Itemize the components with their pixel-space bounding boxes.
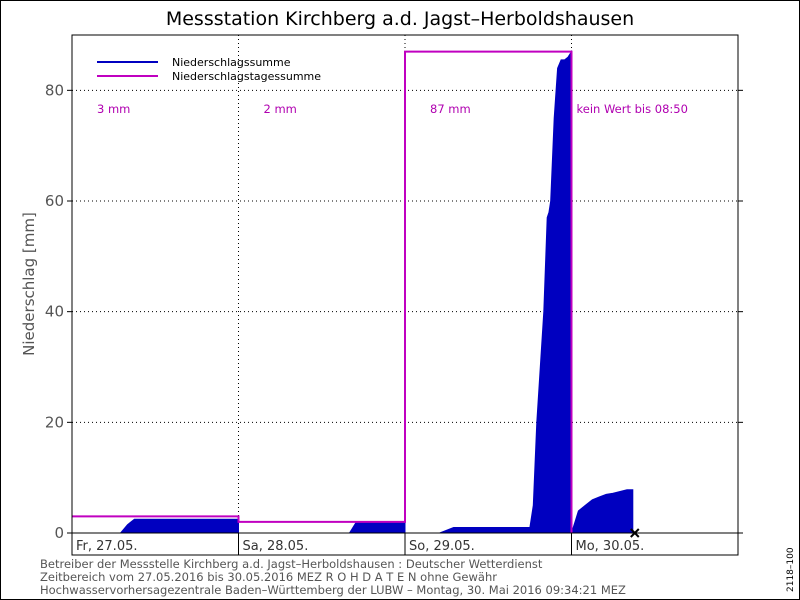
daily-total-label-3: 87 mm — [430, 102, 471, 116]
no-data-marker — [630, 528, 640, 538]
legend: Niederschlagssumme Niederschlagstagessum… — [97, 56, 321, 83]
y-tick-label-60: 60 — [45, 192, 64, 210]
footer-time-range: Zeitbereich vom 27.05.2016 bis 30.05.201… — [40, 570, 497, 584]
x-day-label-4: Mo, 30.05. — [576, 539, 645, 554]
x-day-label-1: Fr, 27.05. — [76, 539, 138, 554]
area-segment-day-1 — [72, 518, 239, 534]
plot-area: 0 20 40 60 80 Fr, 27.05. Sa, 28.05. So, 29.05.… — [45, 34, 743, 556]
x-axis-day-labels: Fr, 27.05. Sa, 28.05. So, 29.05. Mo, 30.05. — [76, 539, 644, 554]
no-data-cross — [630, 528, 640, 538]
daily-total-label-1: 3 mm — [97, 102, 130, 116]
area-segment-day-4 — [570, 489, 634, 534]
legend-label-niederschlagstagessumme: Niederschlagstagessumme — [172, 70, 321, 83]
legend-label-niederschlagssumme: Niederschlagssumme — [172, 56, 291, 69]
footer: Betreiber der Messstelle Kirchberg a.d. … — [40, 557, 626, 597]
area-segment-day-3 — [405, 49, 572, 534]
y-tick-label-80: 80 — [45, 81, 64, 99]
y-tick-label-40: 40 — [45, 303, 64, 321]
y-tick-label-20: 20 — [45, 413, 64, 431]
footer-publisher: Hochwasservorhersagezentrale Baden–Württ… — [40, 583, 626, 597]
y-axis-label: Niederschlag [mm] — [20, 212, 38, 356]
footer-operator: Betreiber der Messstelle Kirchberg a.d. … — [40, 557, 543, 571]
y-tick-label-0: 0 — [54, 524, 64, 542]
daily-total-label-2: 2 mm — [264, 102, 297, 116]
day-separators — [238, 533, 572, 555]
step-series-niederschlagstagessumme — [72, 50, 573, 533]
daily-total-label-4: kein Wert bis 08:50 — [577, 102, 688, 116]
x-day-label-2: Sa, 28.05. — [243, 539, 309, 554]
chart-title: Messstation Kirchberg a.d. Jagst–Herbold… — [166, 8, 634, 30]
daily-total-annotations: 3 mm 2 mm 87 mm kein Wert bis 08:50 — [97, 102, 688, 116]
station-code: 2118–100 — [786, 547, 796, 592]
y-axis: 0 20 40 60 80 — [45, 81, 743, 542]
x-day-label-3: So, 29.05. — [409, 539, 475, 554]
daily-total-step-line — [72, 50, 573, 533]
